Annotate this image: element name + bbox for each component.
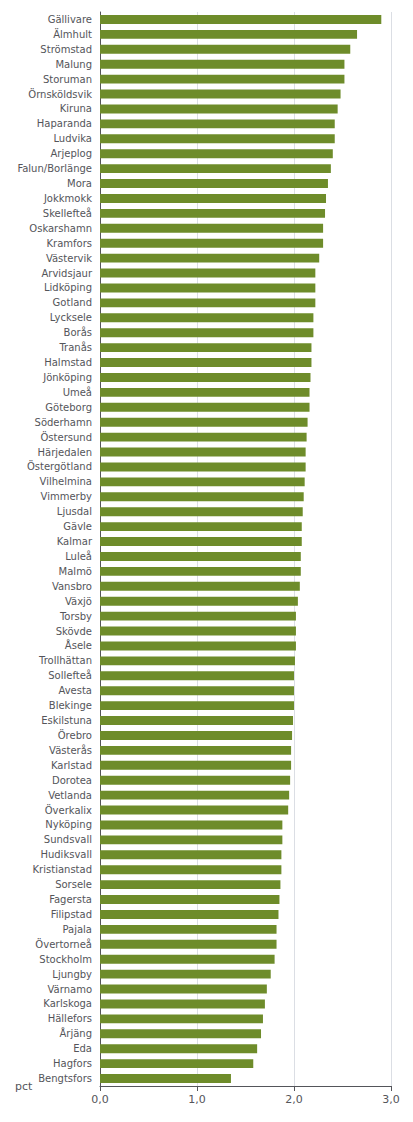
svg-text:Hällefors: Hällefors [48, 1013, 92, 1024]
svg-text:Arjeplog: Arjeplog [51, 148, 92, 159]
svg-text:Kristianstad: Kristianstad [33, 864, 92, 875]
svg-text:Gällivare: Gällivare [48, 14, 92, 25]
svg-text:Hagfors: Hagfors [53, 1058, 92, 1069]
svg-text:Örnsköldsvik: Örnsköldsvik [28, 88, 92, 100]
svg-text:Malung: Malung [55, 59, 92, 70]
svg-text:Tranås: Tranås [58, 341, 92, 353]
svg-text:Västerås: Västerås [49, 744, 92, 756]
svg-text:Årjäng: Årjäng [59, 1027, 92, 1039]
svg-text:0,0: 0,0 [91, 1093, 109, 1106]
svg-text:Kramfors: Kramfors [47, 238, 93, 249]
svg-text:Filipstad: Filipstad [51, 909, 92, 920]
svg-text:Trollhättan: Trollhättan [38, 655, 92, 666]
svg-text:Fagersta: Fagersta [49, 894, 92, 905]
svg-text:Blekinge: Blekinge [49, 700, 92, 711]
svg-text:Eda: Eda [73, 1043, 92, 1054]
svg-text:Kiruna: Kiruna [60, 103, 92, 114]
svg-text:Övertorneå: Övertorneå [35, 938, 92, 950]
svg-text:Stockholm: Stockholm [39, 954, 92, 965]
svg-text:1,0: 1,0 [188, 1093, 206, 1106]
svg-text:Vimmerby: Vimmerby [41, 491, 92, 502]
svg-text:Örebro: Örebro [58, 729, 92, 741]
svg-text:Ludvika: Ludvika [53, 133, 92, 144]
svg-text:Växjö: Växjö [65, 596, 92, 607]
svg-text:Luleå: Luleå [65, 550, 92, 562]
svg-text:2,0: 2,0 [285, 1093, 303, 1106]
svg-text:Överkalix: Överkalix [45, 804, 92, 816]
svg-text:Borås: Borås [64, 326, 92, 338]
svg-text:Malmö: Malmö [59, 566, 92, 577]
svg-text:Sollefteå: Sollefteå [48, 669, 92, 681]
svg-text:Vetlanda: Vetlanda [48, 790, 92, 801]
svg-text:Haparanda: Haparanda [37, 118, 92, 129]
svg-text:pct: pct [15, 1080, 33, 1093]
svg-text:Strömstad: Strömstad [40, 44, 92, 55]
svg-text:Lidköping: Lidköping [44, 282, 92, 293]
svg-text:Göteborg: Göteborg [45, 402, 92, 413]
svg-text:Pajala: Pajala [62, 924, 92, 935]
svg-text:Östergötland: Östergötland [27, 460, 92, 472]
svg-text:Härjedalen: Härjedalen [38, 447, 92, 458]
svg-text:Arvidsjaur: Arvidsjaur [41, 268, 92, 279]
svg-text:Karlskoga: Karlskoga [43, 998, 92, 1009]
svg-text:Avesta: Avesta [58, 685, 92, 696]
svg-text:Lycksele: Lycksele [50, 312, 92, 323]
svg-text:3,0: 3,0 [382, 1093, 400, 1106]
svg-text:Sundsvall: Sundsvall [44, 834, 92, 845]
svg-text:Åsele: Åsele [65, 639, 92, 651]
svg-text:Ljungby: Ljungby [52, 969, 92, 980]
svg-text:Västervik: Västervik [46, 253, 92, 264]
svg-text:Halmstad: Halmstad [44, 357, 92, 368]
svg-text:Värnamo: Värnamo [48, 984, 92, 995]
svg-text:Skellefteå: Skellefteå [43, 207, 92, 219]
svg-text:Torsby: Torsby [59, 611, 92, 622]
svg-text:Kalmar: Kalmar [57, 536, 93, 547]
svg-text:Gotland: Gotland [53, 297, 92, 308]
svg-text:Gävle: Gävle [63, 521, 92, 532]
svg-text:Bengtsfors: Bengtsfors [38, 1073, 92, 1084]
svg-text:Älmhult: Älmhult [53, 28, 92, 40]
svg-text:Mora: Mora [67, 178, 92, 189]
svg-text:Jönköping: Jönköping [42, 372, 92, 383]
svg-text:Karlstad: Karlstad [51, 760, 92, 771]
svg-text:Eskilstuna: Eskilstuna [41, 715, 92, 726]
svg-text:Ljusdal: Ljusdal [57, 506, 92, 517]
svg-text:Storuman: Storuman [43, 74, 92, 85]
svg-text:Falun/Borlänge: Falun/Borlänge [17, 163, 92, 174]
svg-text:Vansbro: Vansbro [52, 581, 92, 592]
svg-text:Östersund: Östersund [41, 431, 93, 443]
svg-text:Vilhelmina: Vilhelmina [40, 476, 92, 487]
svg-text:Skövde: Skövde [56, 626, 92, 637]
svg-text:Dorotea: Dorotea [52, 775, 92, 786]
svg-text:Umeå: Umeå [63, 386, 92, 398]
svg-text:Sorsele: Sorsele [55, 879, 92, 890]
svg-text:Nyköping: Nyköping [45, 819, 92, 830]
svg-text:Jokkmokk: Jokkmokk [43, 193, 92, 204]
svg-text:Hudiksvall: Hudiksvall [40, 849, 92, 860]
svg-text:Söderhamn: Söderhamn [35, 417, 92, 428]
svg-text:Oskarshamn: Oskarshamn [29, 223, 92, 234]
